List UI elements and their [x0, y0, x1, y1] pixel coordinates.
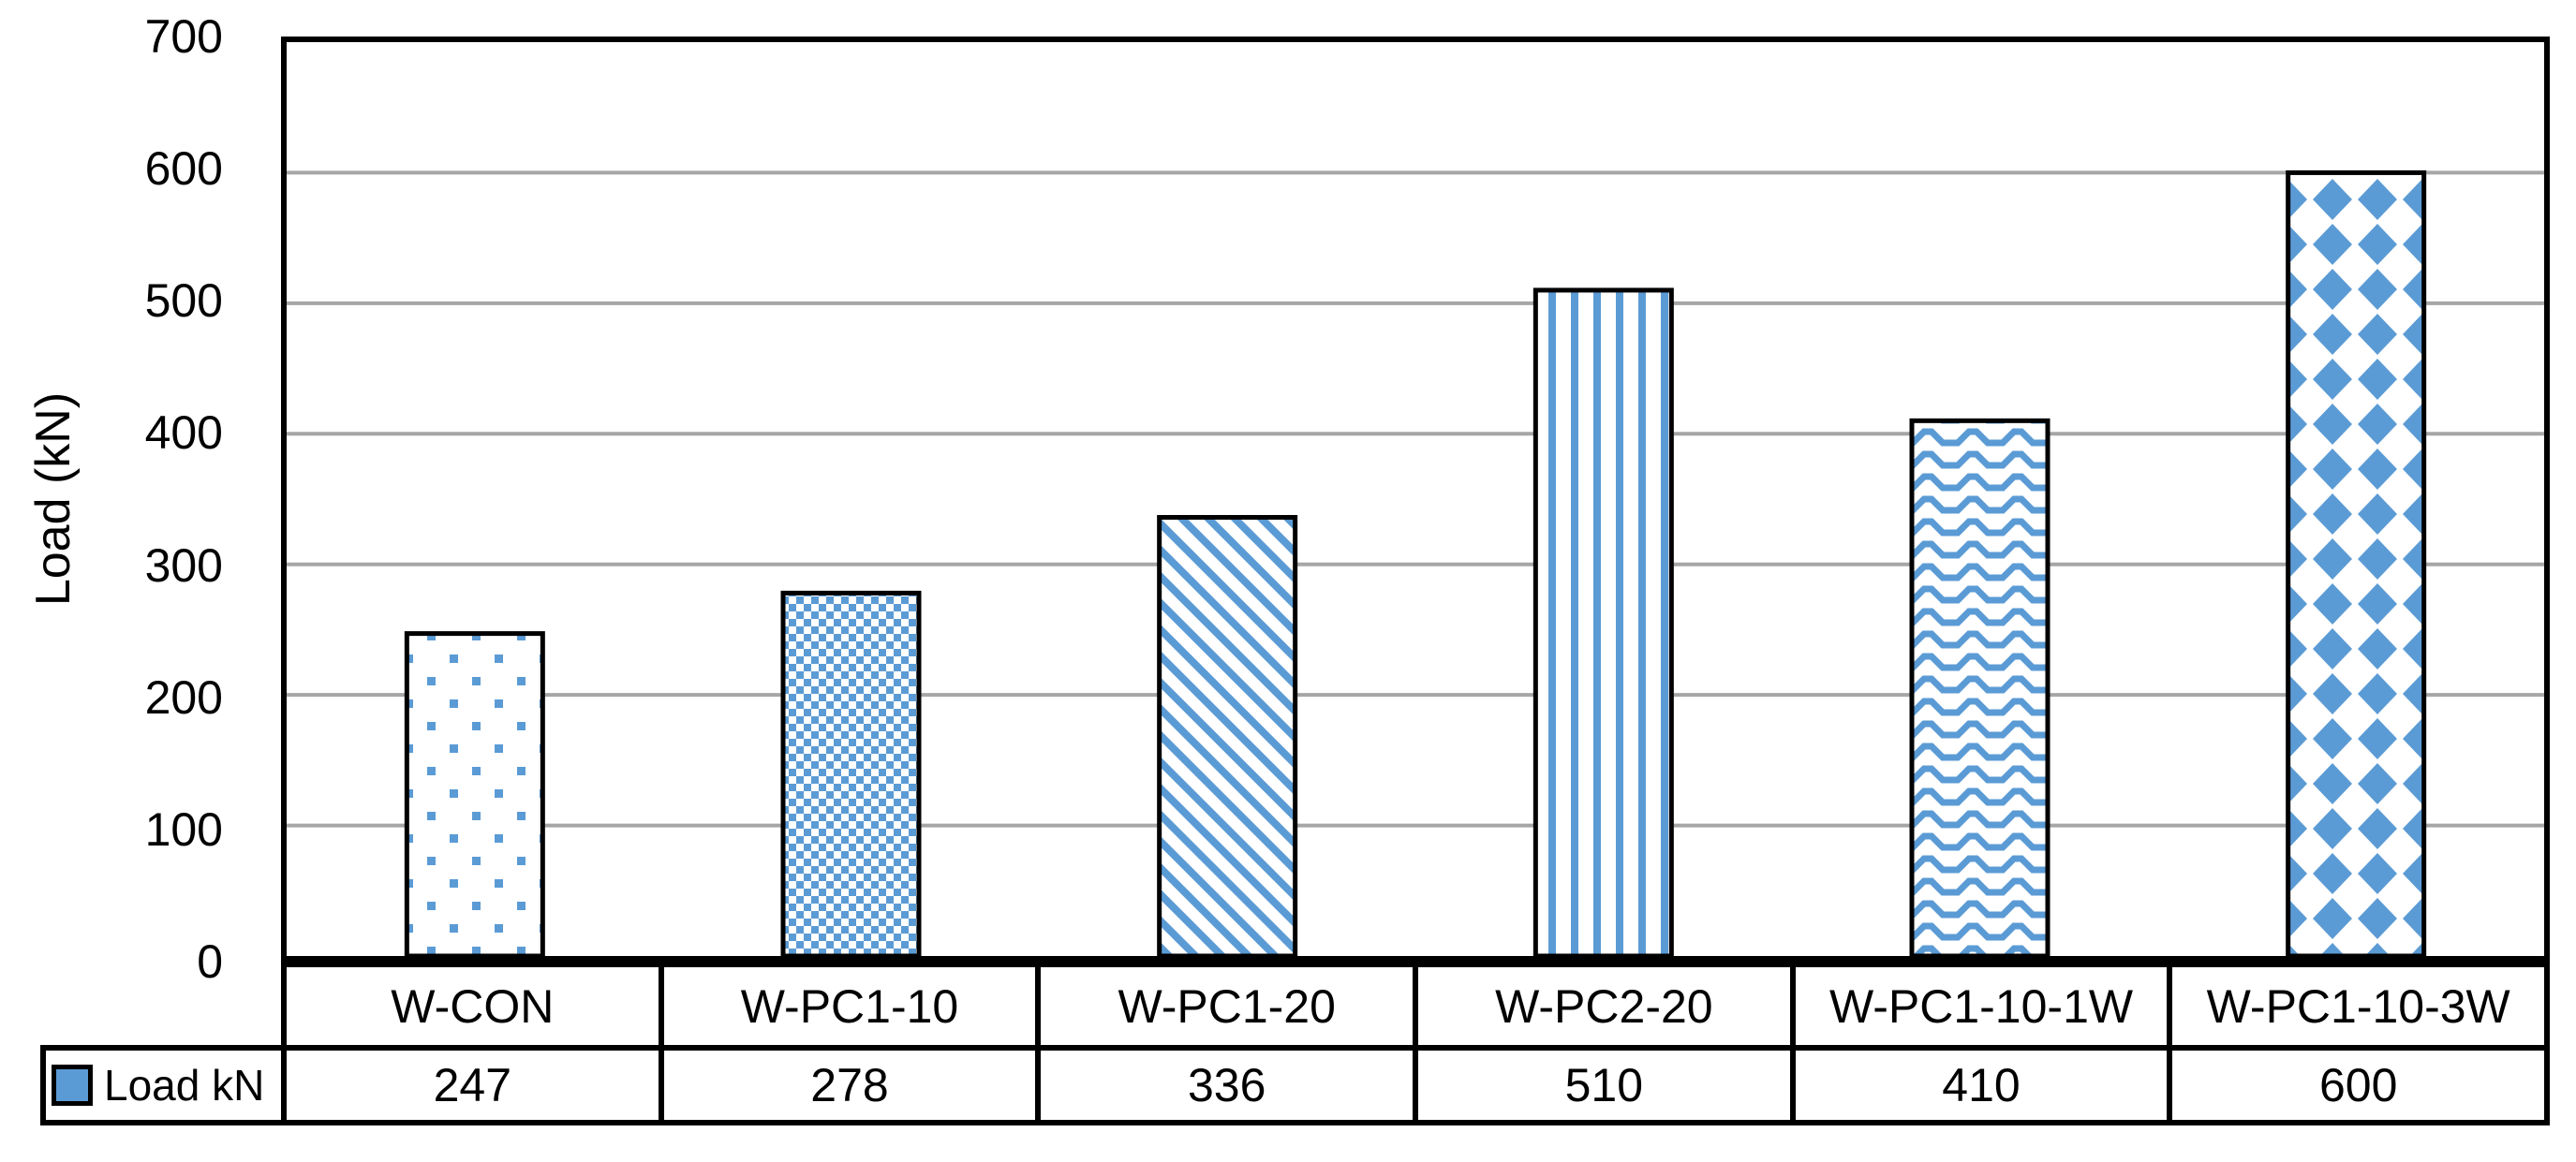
bar-W-PC1-10-1W — [1909, 418, 2050, 956]
value-cell-W-PC2-20: 510 — [1413, 1051, 1790, 1120]
y-tick-label-200: 200 — [144, 670, 223, 724]
data-table-row: Load kN 247 278 336 510 410 600 — [40, 1045, 2550, 1125]
value-cell-W-CON: 247 — [281, 1051, 659, 1120]
gridlines — [287, 170, 2544, 828]
bar-W-PC1-10-3W — [2286, 169, 2427, 956]
y-tick-label-400: 400 — [144, 406, 223, 460]
value-cell-W-PC1-10: 278 — [658, 1051, 1036, 1120]
value-cell-W-PC1-20: 336 — [1035, 1051, 1413, 1120]
plot-svg — [287, 169, 2544, 956]
category-cell-W-PC1-10-1W: W-PC1-10-1W — [1789, 967, 2168, 1045]
y-tick-label-700: 700 — [144, 10, 223, 63]
plot-area — [281, 37, 2550, 962]
bar-W-PC1-20 — [1157, 515, 1298, 956]
category-cell-W-CON: W-CON — [391, 979, 555, 1033]
y-tick-label-500: 500 — [144, 274, 223, 328]
legend-cell: Load kN — [46, 1051, 281, 1120]
series-color-swatch-icon — [52, 1065, 93, 1106]
series-name-label: Load kN — [104, 1061, 265, 1110]
category-cell-W-PC1-10: W-PC1-10 — [658, 967, 1036, 1045]
y-tick-label-0: 0 — [197, 935, 223, 988]
category-cell-W-PC1-10-3W: W-PC1-10-3W — [2167, 967, 2544, 1045]
bar-W-CON — [404, 631, 545, 956]
value-cell-W-PC1-10-3W: 600 — [2167, 1051, 2544, 1120]
bar-series — [404, 169, 2427, 956]
y-tick-label-300: 300 — [144, 538, 223, 592]
y-tick-label-600: 600 — [144, 142, 223, 196]
bar-W-PC2-20 — [1532, 287, 1674, 956]
category-cell-W-PC1-20: W-PC1-20 — [1035, 967, 1413, 1045]
category-cell-W-PC2-20: W-PC2-20 — [1413, 967, 1790, 1045]
category-header-row: W-CON W-PC1-10 W-PC1-20 W-PC2-20 W-PC1-10-1W… — [281, 962, 2550, 1051]
value-cell-W-PC1-10-1W: 410 — [1789, 1051, 2168, 1120]
bar-W-PC1-10 — [780, 590, 922, 956]
y-tick-label-100: 100 — [144, 802, 223, 856]
